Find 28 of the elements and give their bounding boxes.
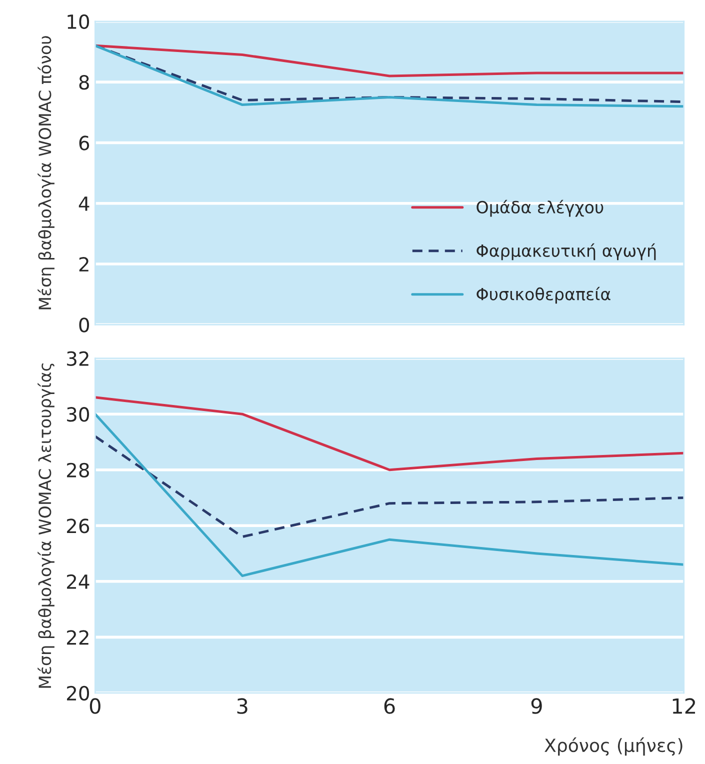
y-tick-label: 10 [68, 14, 90, 30]
x-tick-label: 12 [672, 698, 696, 714]
x-axis-title: Χρόνος (μήνες) [544, 737, 682, 756]
y-tick-label: 28 [66, 462, 89, 478]
y-tick-label: 30 [67, 407, 90, 422]
y-axis-title: Μέση βαθμολογία WOMAC πόνου [38, 36, 54, 310]
y-axis-title: Μέση βαθμολογία WOMAC λειτουργίας [38, 364, 54, 688]
x-tick-label: 9 [531, 698, 542, 714]
y-tick-label: 2 [79, 256, 88, 272]
y-tick-label: 26 [66, 518, 90, 534]
y-tick-label: 24 [66, 574, 90, 589]
legend-label: Ομάδα ελέγχου [476, 200, 604, 217]
line-series [95, 412, 684, 578]
legend-label: Φαρμακευτική αγωγή [476, 243, 656, 260]
line-series [95, 435, 684, 538]
legend-label: Φυσικοθεραπεία [476, 286, 610, 304]
x-tick-label: 3 [237, 698, 248, 714]
y-tick-label: 8 [79, 75, 89, 90]
y-tick-label: 0 [79, 318, 90, 332]
line-series [95, 396, 684, 472]
y-tick-label: 32 [67, 351, 88, 366]
y-tick-label: 4 [78, 196, 90, 211]
y-tick-label: 20 [66, 686, 90, 701]
x-tick-label: 6 [384, 698, 395, 714]
x-tick-label: 0 [90, 698, 100, 714]
y-tick-label: 22 [66, 630, 88, 645]
y-tick-label: 6 [79, 136, 90, 150]
line-series [95, 44, 684, 78]
